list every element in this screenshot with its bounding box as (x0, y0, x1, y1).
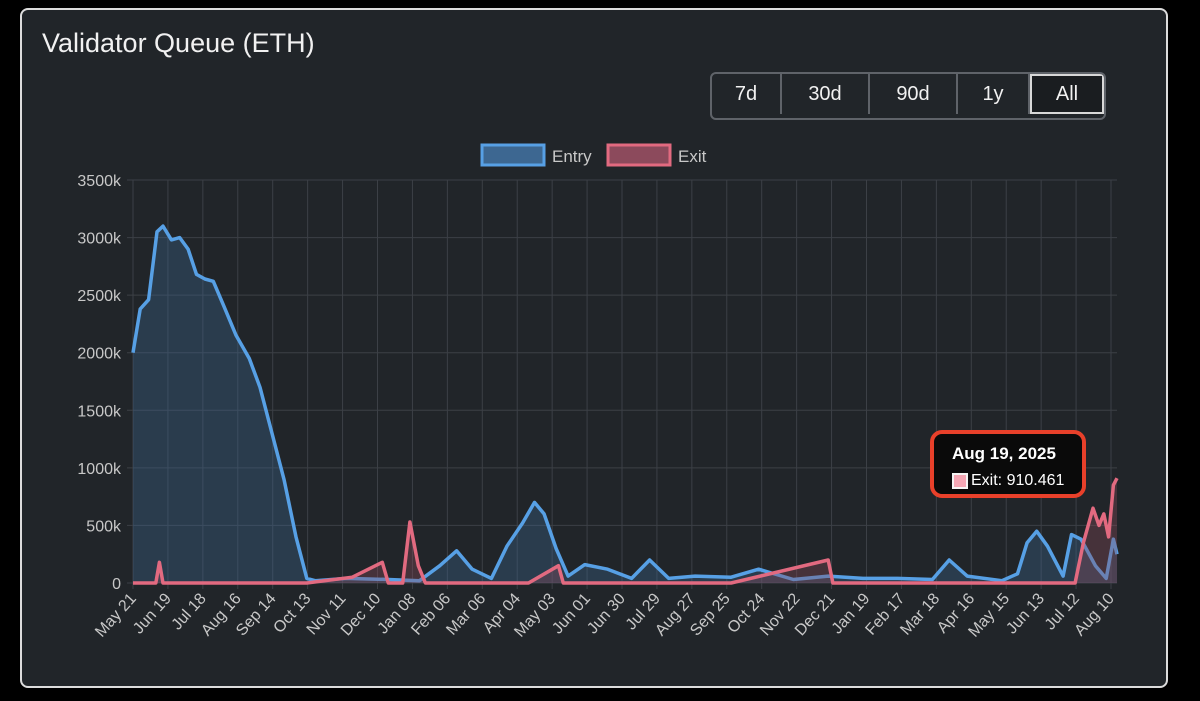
tooltip-row: Exit: 910.461 (952, 472, 1082, 490)
legend-entry-label: Entry (552, 147, 592, 166)
y-tick-label: 2000k (77, 346, 122, 363)
y-tick-label: 2500k (77, 288, 122, 305)
y-tick-label: 3000k (77, 231, 122, 248)
series-exit-line (133, 477, 1119, 585)
x-tick-label: Jun 01 (549, 590, 594, 637)
chart-tooltip: Aug 19, 2025 Exit: 910.461 (930, 430, 1086, 498)
range-1y-button[interactable]: 1y (958, 74, 1030, 114)
tooltip-exit-swatch (952, 473, 968, 489)
y-tick-label: 500k (86, 518, 122, 535)
y-tick-label: 0 (112, 576, 121, 593)
legend-exit-swatch (606, 143, 672, 167)
x-tick-label: Jun 30 (584, 590, 629, 637)
y-tick-label: 1000k (77, 461, 122, 478)
tooltip-date: Aug 19, 2025 (952, 444, 1056, 463)
range-30d-button[interactable]: 30d (782, 74, 870, 114)
chart-title: Validator Queue (ETH) (42, 28, 315, 58)
y-tick-label: 1500k (77, 403, 122, 420)
x-tick-label: Jun 13 (1003, 590, 1048, 637)
legend-exit-label: Exit (678, 147, 707, 166)
x-tick-label: May 21 (92, 590, 140, 640)
x-tick-label: Mar 06 (443, 590, 489, 638)
chart-card (20, 8, 1168, 688)
series-entry-line (131, 224, 1119, 583)
range-all-button[interactable]: All (1030, 74, 1104, 114)
tooltip-exit-value: Exit: 910.461 (971, 472, 1065, 489)
range-90d-button[interactable]: 90d (870, 74, 958, 114)
x-tick-label: Jun 19 (130, 590, 175, 637)
time-range-selector: 7d 30d 90d 1y All (710, 72, 1106, 120)
y-tick-label: 3500k (77, 173, 122, 190)
range-7d-button[interactable]: 7d (712, 74, 782, 114)
x-tick-label: Mar 18 (897, 590, 943, 638)
legend-entry-swatch (480, 143, 546, 167)
series-entry-area (133, 226, 1117, 583)
